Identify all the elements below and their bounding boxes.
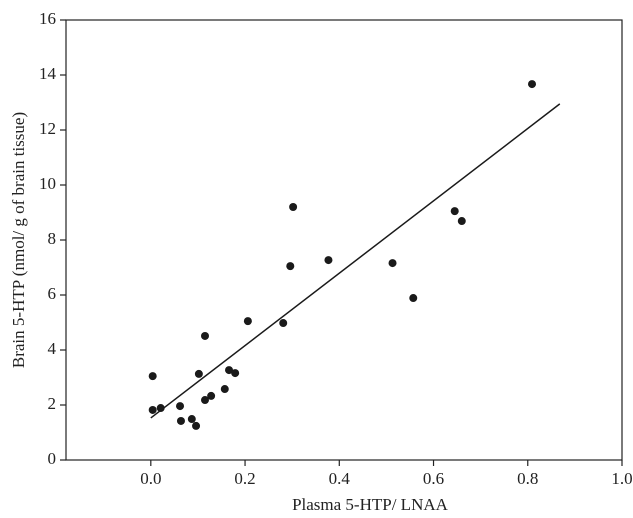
point [450, 207, 459, 216]
point [388, 259, 397, 268]
y-tick-label: 10 [39, 174, 56, 193]
point [148, 372, 157, 381]
point [243, 317, 252, 326]
y-tick-label: 12 [39, 119, 56, 138]
y-tick-label: 14 [39, 64, 57, 83]
y-tick-label: 6 [48, 284, 57, 303]
fit-line [150, 103, 561, 419]
point [231, 369, 240, 378]
point [409, 294, 418, 303]
point [279, 319, 288, 328]
point [194, 369, 203, 378]
x-tick-label: 0.2 [234, 469, 255, 488]
y-axis-label: Brain 5-HTP (nmol/ g of brain tissue) [9, 112, 28, 368]
point [148, 405, 157, 414]
y-tick-label: 16 [39, 9, 56, 28]
point [176, 416, 185, 425]
point [220, 385, 229, 394]
x-tick-label: 0.0 [140, 469, 161, 488]
point [286, 262, 295, 271]
point [192, 421, 201, 430]
y-tick-label: 8 [48, 229, 57, 248]
point [207, 391, 216, 400]
x-tick-label: 1.0 [611, 469, 632, 488]
point [201, 396, 209, 405]
point [156, 404, 165, 413]
point [201, 331, 209, 340]
plot-frame [65, 19, 623, 461]
x-tick-label: 0.4 [329, 469, 351, 488]
x-axis-label: Plasma 5-HTP/ LNAA [292, 495, 449, 514]
point [176, 402, 185, 411]
point [289, 203, 298, 211]
point [457, 217, 466, 226]
y-tick-label: 2 [48, 394, 57, 413]
point [324, 256, 333, 265]
y-tick-label: 4 [48, 339, 57, 358]
point [528, 80, 537, 89]
x-tick-label: 0.6 [423, 469, 444, 488]
x-tick-label: 0.8 [517, 469, 538, 488]
y-tick-label: 0 [48, 449, 57, 468]
point [187, 415, 196, 424]
point [225, 366, 234, 375]
